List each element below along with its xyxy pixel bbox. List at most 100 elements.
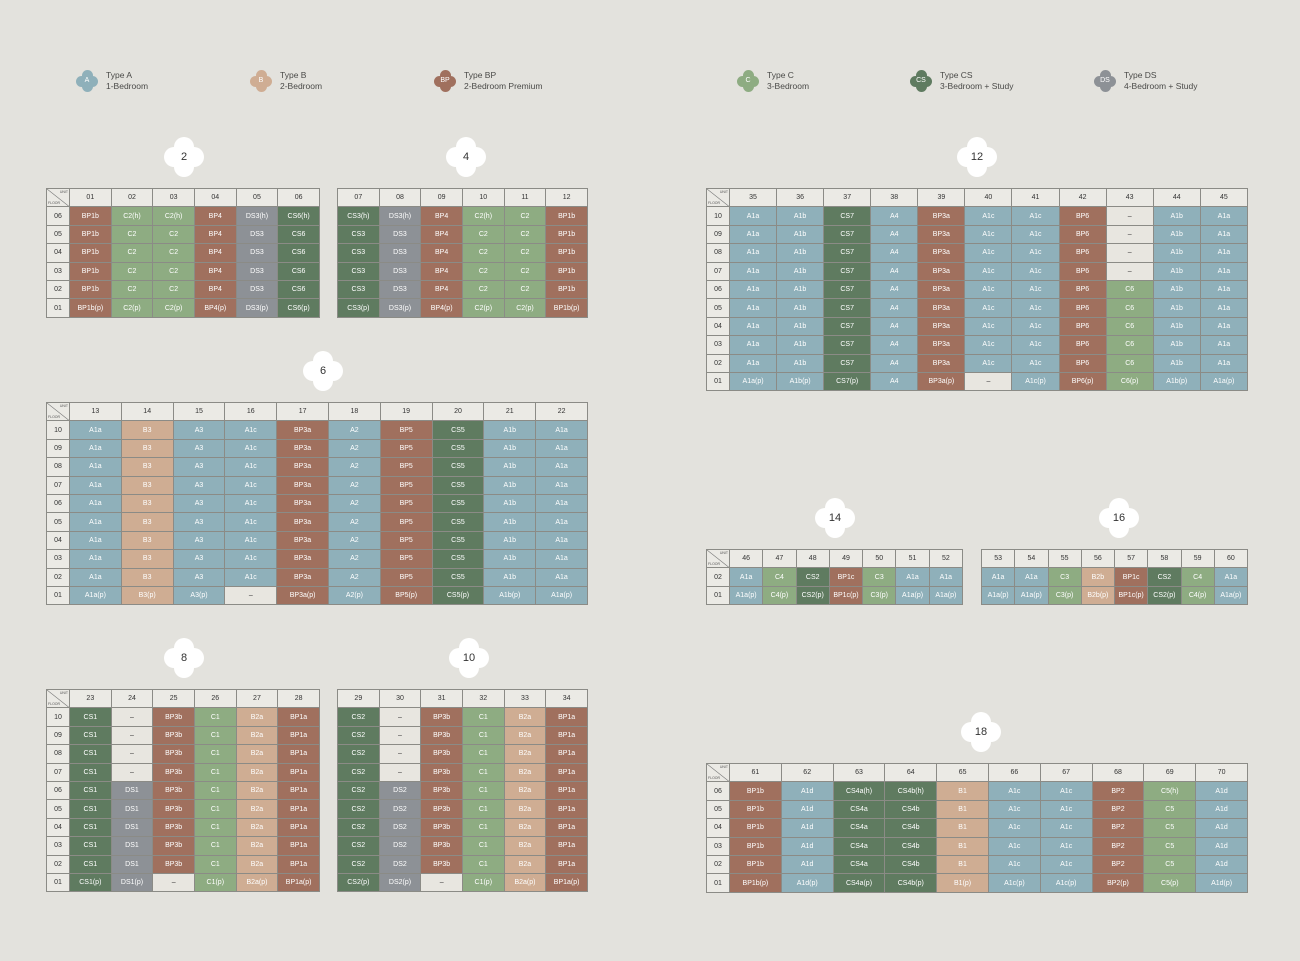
unit-header: 50 [862, 548, 897, 569]
unit-cell: A1c(p) [1011, 371, 1060, 392]
block-badge: 4 [446, 137, 486, 177]
unit-cell: DS1 [110, 799, 154, 819]
unit-cell: A3 [172, 567, 226, 587]
unit-cell: CS5 [431, 493, 485, 514]
header-row: UNIT FLOOR 01 02 03 04 05 06 [46, 187, 320, 208]
unit-cell: A1c [964, 335, 1013, 355]
floor-row: 01 A1a(p) A1b(p) CS7(p) A4 BP3a(p) – A1c(p) BP6(… [706, 371, 1249, 392]
header-row: UNIT FLOOR 35 36 37 38 39 40 41 42 43 44 45 [706, 187, 1249, 208]
unit-cell: B2a(p) [235, 872, 279, 893]
unit-header: 18 [327, 401, 381, 422]
unit-header: 07 [337, 187, 380, 208]
unit-cell: A4 [870, 298, 919, 318]
unit-cell: A1d(p) [1195, 873, 1248, 893]
unit-cell: A1c [224, 512, 278, 532]
unit-cell: B2a [503, 780, 547, 801]
unit-cell: B3 [120, 530, 174, 551]
floor-label: 08 [706, 243, 730, 263]
unit-cell: A1c [224, 567, 278, 587]
unit-cell: BP5 [379, 567, 433, 587]
unit-header: 21 [483, 401, 537, 422]
unit-cell: BP3a [276, 475, 329, 495]
unit-cell: A1a [535, 512, 588, 532]
unit-cell: CS2 [337, 799, 380, 819]
floor-row: 04 BP1b A1d CS4a CS4b B1 A1c A1c BP2 C5 A1d [706, 818, 1248, 838]
unit-header: 64 [884, 762, 938, 783]
unit-cell: C5 [1143, 799, 1197, 820]
unit-cell: – [1105, 206, 1154, 226]
floor-row: CS2 DS2 BP3b C1 B2a BP1a [337, 854, 588, 874]
unit-cell: BP3b [420, 799, 463, 819]
block-table: 29 30 31 32 33 34 CS2– BP3b C1 B2a BP1a CS2– BP3b C1 B… [337, 688, 588, 893]
unit-cell: A1a [1199, 261, 1249, 281]
unit-cell: CS2 [337, 780, 380, 801]
unit-cell: CS5 [431, 420, 485, 440]
block-number: 12 [970, 151, 984, 163]
unit-cell: B2a [235, 707, 279, 727]
unit-header: 16 [224, 401, 278, 422]
unit-header: 39 [917, 187, 966, 208]
unit-cell: C2(h) [461, 206, 505, 226]
unit-cell: C2 [110, 261, 154, 281]
unit-cell: BP5 [379, 420, 433, 440]
unit-cell: A1a [69, 438, 122, 459]
unit-cell: A4 [870, 206, 919, 226]
unit-cell: A1c [224, 530, 278, 551]
unit-cell: CS5 [431, 475, 485, 495]
unit-header: 06 [277, 187, 320, 208]
floor-row: A1a A1a C3 B2b BP1c CS2 C4 A1a [980, 567, 1249, 587]
unit-cell: BP1c(p) [1113, 585, 1149, 606]
unit-cell: A1b [776, 335, 825, 355]
unit-cell: BP2 [1091, 818, 1145, 838]
floor-row: CS3 DS3 BP4 C2 C2 BP1b [337, 224, 588, 245]
header-row: 29 30 31 32 33 34 [337, 688, 588, 709]
unit-cell: CS2 [337, 725, 380, 746]
unit-cell: BP3a [917, 353, 966, 373]
unit-cell: DS3(h) [235, 206, 279, 226]
unit-cell: A1b [776, 353, 825, 373]
corner-cell: UNIT FLOOR [706, 762, 730, 783]
unit-cell: A1c [964, 206, 1013, 226]
unit-cell: C6(p) [1105, 371, 1154, 392]
unit-cell: B3 [120, 438, 174, 459]
unit-cell: C6 [1105, 279, 1154, 300]
unit-header: 42 [1058, 187, 1107, 208]
unit-cell: A1a [1199, 353, 1249, 373]
unit-cell: A1b [483, 512, 537, 532]
floor-label: 09 [46, 438, 70, 459]
unit-cell: A1c [1011, 279, 1060, 300]
corner-floor-label: FLOOR [708, 776, 721, 781]
unit-cell: BP1b [729, 836, 782, 856]
unit-cell: C4(p) [762, 585, 797, 606]
unit-cell: BP4 [193, 279, 237, 300]
unit-cell: A1b [776, 316, 825, 337]
floor-row: 02 A1a C4 CS2 BP1c C3 A1a A1a [706, 567, 964, 587]
floor-label: 02 [46, 279, 70, 300]
unit-cell: A1d [1195, 818, 1248, 838]
unit-cell: A1a [535, 457, 588, 477]
unit-cell: A1c [964, 353, 1013, 373]
unit-header: 45 [1199, 187, 1249, 208]
legend-desc: 2-Bedroom [280, 81, 323, 91]
unit-cell: A1a [728, 335, 778, 355]
unit-cell: CS7 [823, 298, 872, 318]
unit-cell: BP6 [1058, 206, 1107, 226]
unit-cell: A1b [776, 261, 825, 281]
floor-row: 02 A1a B3 A3 A1c BP3a A2 BP5 CS5 A1b A1a [46, 567, 588, 587]
unit-cell: A1a [728, 567, 764, 587]
unit-cell: BP6(p) [1058, 371, 1107, 392]
block-badge: 2 [164, 137, 204, 177]
unit-cell: CS1 [69, 725, 112, 746]
unit-cell: A1b [1152, 316, 1201, 337]
unit-cell: BP4 [420, 243, 463, 263]
unit-cell: A1c [987, 854, 1041, 875]
block-table: UNIT FLOOR 61 62 63 64 65 66 67 68 69 70 06 BP1b A1d CS… [706, 762, 1248, 893]
unit-cell: A1d [1195, 799, 1248, 820]
unit-cell: – [224, 585, 278, 606]
unit-cell: B2a [235, 725, 279, 746]
unit-cell: CS1 [69, 854, 112, 874]
floor-row: 03 BP1b C2 C2 BP4 DS3 CS6 [46, 261, 320, 281]
unit-cell: BP1b [69, 261, 112, 281]
unit-cell: A1c [964, 279, 1013, 300]
floor-row: CS3 DS3 BP4 C2 C2 BP1b [337, 243, 588, 263]
